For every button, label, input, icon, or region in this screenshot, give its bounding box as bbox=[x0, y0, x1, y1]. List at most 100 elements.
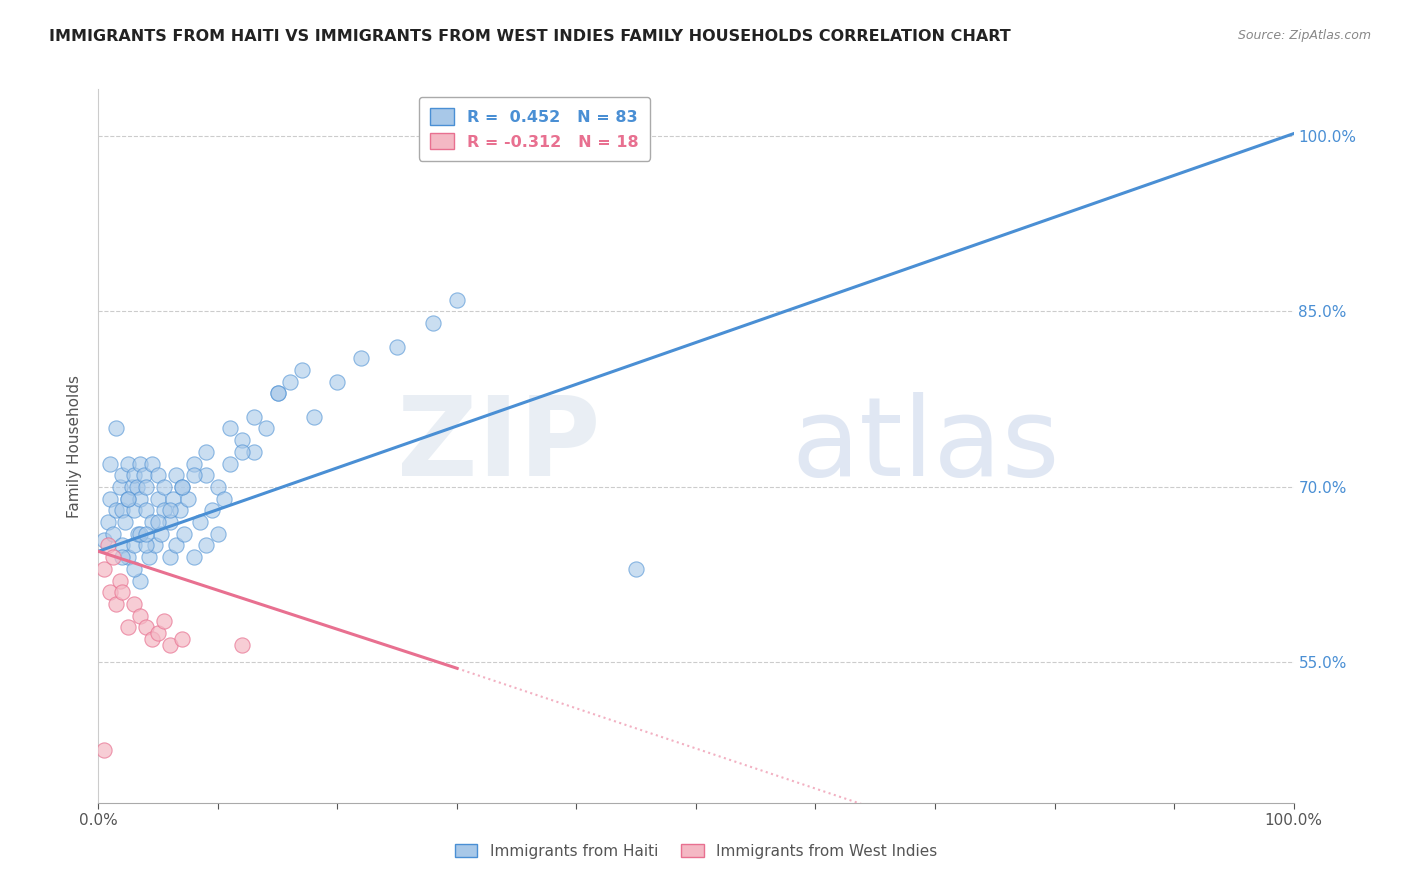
Point bbox=[278, 375, 301, 389]
Point bbox=[169, 503, 191, 517]
Point bbox=[219, 421, 242, 435]
Point bbox=[159, 638, 181, 652]
Point bbox=[153, 503, 176, 517]
Point bbox=[149, 526, 172, 541]
Point bbox=[101, 550, 124, 565]
Point bbox=[105, 503, 128, 517]
Point bbox=[129, 574, 152, 588]
Point bbox=[127, 526, 149, 541]
Point bbox=[111, 468, 134, 483]
Point bbox=[111, 550, 134, 565]
Point bbox=[219, 457, 242, 471]
Point bbox=[132, 468, 155, 483]
Point bbox=[153, 480, 176, 494]
Point bbox=[148, 515, 170, 529]
Text: ZIP: ZIP bbox=[396, 392, 600, 500]
Point bbox=[159, 515, 181, 529]
Point bbox=[267, 386, 290, 401]
Point bbox=[141, 515, 163, 529]
Point bbox=[108, 480, 131, 494]
Point bbox=[124, 538, 146, 552]
Point bbox=[93, 743, 115, 757]
Point bbox=[188, 515, 211, 529]
Point bbox=[141, 632, 163, 646]
Y-axis label: Family Households: Family Households bbox=[67, 375, 83, 517]
Point bbox=[129, 608, 152, 623]
Point bbox=[143, 538, 166, 552]
Point bbox=[135, 480, 157, 494]
Point bbox=[350, 351, 373, 366]
Point bbox=[326, 375, 349, 389]
Point bbox=[125, 480, 148, 494]
Point bbox=[254, 421, 277, 435]
Point bbox=[111, 538, 134, 552]
Point bbox=[101, 526, 124, 541]
Point bbox=[267, 386, 290, 401]
Point bbox=[117, 491, 139, 506]
Point bbox=[212, 491, 235, 506]
Point bbox=[172, 480, 194, 494]
Point bbox=[172, 632, 194, 646]
Point bbox=[129, 491, 152, 506]
Point bbox=[183, 550, 205, 565]
Text: IMMIGRANTS FROM HAITI VS IMMIGRANTS FROM WEST INDIES FAMILY HOUSEHOLDS CORRELATI: IMMIGRANTS FROM HAITI VS IMMIGRANTS FROM… bbox=[49, 29, 1011, 44]
Point bbox=[159, 550, 181, 565]
Point bbox=[105, 421, 128, 435]
Point bbox=[183, 468, 205, 483]
Point bbox=[177, 491, 200, 506]
Point bbox=[231, 445, 253, 459]
Point bbox=[93, 562, 115, 576]
Point bbox=[148, 491, 170, 506]
Point bbox=[124, 562, 146, 576]
Point bbox=[172, 480, 194, 494]
Point bbox=[165, 538, 187, 552]
Point bbox=[124, 503, 146, 517]
Point bbox=[105, 597, 128, 611]
Point bbox=[153, 615, 176, 629]
Point bbox=[243, 409, 266, 424]
Point bbox=[243, 445, 266, 459]
Point bbox=[93, 533, 115, 547]
Point bbox=[159, 503, 181, 517]
Point bbox=[135, 538, 157, 552]
Point bbox=[201, 503, 224, 517]
Point bbox=[207, 526, 229, 541]
Point bbox=[111, 503, 134, 517]
Point bbox=[121, 480, 143, 494]
Point bbox=[129, 457, 152, 471]
Point bbox=[291, 363, 314, 377]
Point bbox=[195, 538, 218, 552]
Point bbox=[195, 468, 218, 483]
Point bbox=[183, 457, 205, 471]
Point bbox=[108, 574, 131, 588]
Text: Source: ZipAtlas.com: Source: ZipAtlas.com bbox=[1237, 29, 1371, 42]
Point bbox=[117, 620, 139, 634]
Point bbox=[98, 491, 122, 506]
Point bbox=[148, 468, 170, 483]
Point bbox=[231, 433, 253, 447]
Point bbox=[422, 316, 444, 330]
Point bbox=[97, 515, 120, 529]
Point bbox=[117, 491, 139, 506]
Legend: Immigrants from Haiti, Immigrants from West Indies: Immigrants from Haiti, Immigrants from W… bbox=[447, 836, 945, 866]
Point bbox=[98, 585, 122, 599]
Point bbox=[98, 457, 122, 471]
Point bbox=[135, 503, 157, 517]
Point bbox=[114, 515, 136, 529]
Point bbox=[129, 526, 152, 541]
Point bbox=[207, 480, 229, 494]
Point bbox=[162, 491, 184, 506]
Point bbox=[135, 620, 157, 634]
Point bbox=[135, 526, 157, 541]
Point bbox=[124, 597, 146, 611]
Point bbox=[446, 293, 468, 307]
Point bbox=[231, 638, 253, 652]
Point bbox=[626, 562, 648, 576]
Text: atlas: atlas bbox=[792, 392, 1060, 500]
Point bbox=[165, 468, 187, 483]
Point bbox=[117, 550, 139, 565]
Point bbox=[124, 468, 146, 483]
Point bbox=[173, 526, 195, 541]
Point bbox=[138, 550, 160, 565]
Point bbox=[111, 585, 134, 599]
